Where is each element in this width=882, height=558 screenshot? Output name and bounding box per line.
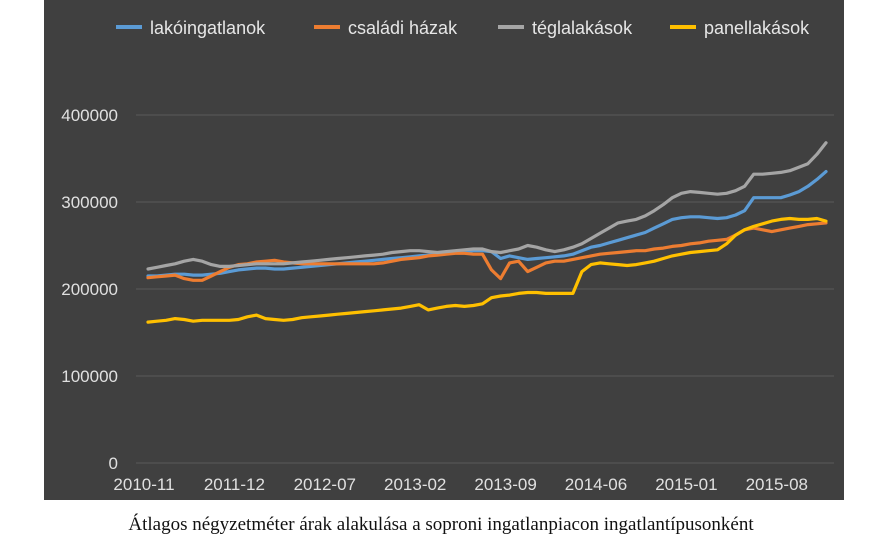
series-line-téglalakások: [146, 141, 828, 271]
legend-label: lakóingatlanok: [150, 18, 266, 38]
x-axis-ticks: 2010-11 2011-12 2012-07 2013-02 2013-09 2014-…: [113, 475, 808, 494]
chart-area: 0 100000 200000 300000 400000 2010-11 2011-12…: [44, 0, 844, 500]
legend-label: téglalakások: [532, 18, 633, 38]
x-tick-label: 2013-02: [384, 475, 446, 494]
legend-label: családi házak: [348, 18, 458, 38]
series-line-panellakások: [146, 216, 828, 324]
x-tick-label: 2010-11: [113, 475, 174, 494]
y-tick-label: 200000: [61, 280, 118, 299]
x-tick-label: 2012-07: [294, 475, 356, 494]
series-line-családi-házak: [146, 221, 828, 282]
legend-label: panellakások: [704, 18, 810, 38]
y-tick-label: 100000: [61, 367, 118, 386]
gridlines: [136, 114, 834, 464]
x-tick-label: 2015-01: [655, 475, 717, 494]
line-chart: 0 100000 200000 300000 400000 2010-11 2011-12…: [61, 18, 834, 494]
y-tick-label: 300000: [61, 193, 118, 212]
x-tick-label: 2015-08: [746, 475, 808, 494]
x-tick-label: 2013-09: [474, 475, 536, 494]
y-tick-label: 400000: [61, 106, 118, 125]
x-tick-label: 2011-12: [204, 475, 265, 494]
y-tick-label: 0: [109, 454, 118, 473]
figure-caption: Átlagos négyzetméter árak alakulása a so…: [128, 514, 754, 535]
x-tick-label: 2014-06: [565, 475, 627, 494]
y-axis-ticks: 0 100000 200000 300000 400000: [61, 106, 118, 473]
series-lines: [146, 141, 828, 324]
legend: lakóingatlanok családi házak téglalakások p…: [116, 18, 810, 38]
